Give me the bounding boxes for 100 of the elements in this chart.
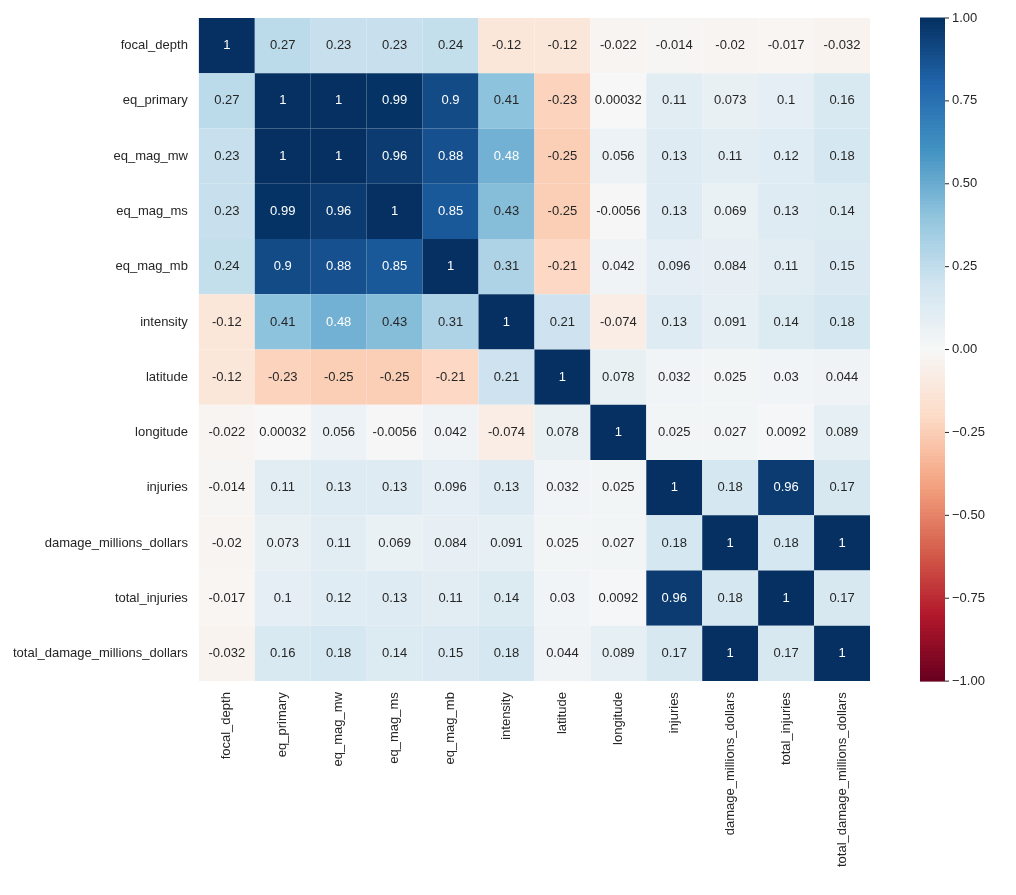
data-label: 1 [502, 313, 511, 329]
data-label: -0.02 [715, 37, 745, 53]
y-tick-label: eq_mag_mb [115, 258, 188, 274]
data-label: 0.14 [829, 202, 855, 218]
data-label: 0.23 [214, 147, 240, 163]
data-label: 0.96 [661, 589, 687, 605]
data-label: 0.17 [829, 589, 855, 605]
data-label: -0.017 [767, 37, 805, 53]
data-label: 0.17 [773, 645, 799, 661]
data-label: 0.12 [773, 147, 799, 163]
data-label: 0.00032 [594, 92, 642, 108]
data-label: 0.88 [326, 258, 352, 274]
data-label: 0.096 [657, 258, 691, 274]
data-label: -0.0056 [372, 424, 417, 440]
data-label: 0.025 [657, 424, 691, 440]
data-label: 0.13 [773, 202, 799, 218]
x-tick-label: eq_mag_mb [442, 692, 458, 765]
y-tick-label: latitude [145, 368, 188, 384]
data-label: 1 [279, 92, 287, 108]
data-label: 0.084 [434, 534, 467, 550]
data-label: 0.044 [825, 368, 859, 384]
x-tick-label: latitude [553, 692, 569, 735]
data-label: 0.85 [437, 202, 464, 218]
color-bar-label: 0.50 [952, 175, 978, 191]
color-bar-label: −0.25 [952, 424, 985, 440]
data-label: 0.11 [662, 92, 687, 108]
data-label: 0.096 [434, 479, 467, 495]
x-tick-label: intensity [498, 691, 514, 740]
data-label: 0.16 [829, 92, 855, 108]
data-label: 1 [223, 37, 231, 53]
data-label: 1 [838, 534, 846, 550]
color-bar-label: −0.75 [952, 589, 985, 605]
data-label: 0.13 [381, 479, 408, 495]
data-label: 0.18 [661, 534, 687, 550]
data-label: 0.96 [326, 202, 352, 218]
data-label: -0.21 [547, 258, 578, 274]
data-label: -0.25 [379, 368, 410, 384]
data-label: 0.1 [777, 92, 796, 108]
data-label: 0.056 [322, 424, 355, 440]
data-label: 0.15 [829, 258, 855, 274]
data-label: 0.23 [214, 202, 240, 218]
data-label: 0.18 [717, 479, 743, 495]
y-tick-label: injuries [146, 479, 189, 495]
data-label: 0.027 [602, 534, 635, 550]
data-label: 0.18 [829, 313, 855, 329]
data-label: 0.044 [546, 645, 579, 661]
data-label: 0.15 [437, 645, 464, 661]
data-label: 0.089 [825, 424, 859, 440]
data-label: -0.0056 [596, 202, 641, 218]
data-label: 0.032 [657, 368, 691, 384]
data-label: 0.069 [713, 202, 747, 218]
color-bar-label: 0.25 [952, 258, 978, 274]
x-tick-label: eq_mag_mw [330, 691, 346, 767]
data-label: 1 [838, 645, 846, 661]
color-bar-label: 0.00 [952, 341, 978, 357]
data-label: 0.073 [266, 534, 300, 550]
data-label: -0.032 [208, 645, 246, 661]
y-tick-label: damage_millions_dollars [44, 534, 189, 550]
data-label: -0.014 [208, 479, 246, 495]
data-label: -0.12 [212, 368, 242, 384]
data-label: -0.014 [655, 37, 693, 53]
data-label: 1 [558, 368, 567, 384]
data-label: 0.13 [661, 202, 687, 218]
y-tick-label: total_injuries [114, 589, 189, 605]
x-tick-label: total_injuries [777, 691, 793, 766]
x-tick-label: total_damage_millions_dollars [833, 691, 849, 868]
x-tick-label: injuries [665, 691, 681, 734]
data-label: 0.43 [493, 202, 520, 218]
data-label: 0.85 [381, 258, 408, 274]
data-label: 0.03 [773, 368, 799, 384]
data-label: 1 [782, 589, 790, 605]
data-label: 0.00032 [259, 424, 307, 440]
data-label: 0.18 [829, 147, 855, 163]
color-bar-label: −0.50 [952, 506, 985, 522]
data-label: 0.089 [602, 645, 635, 661]
data-label: 0.48 [493, 147, 520, 163]
data-label: 0.084 [713, 258, 747, 274]
data-label: 0.17 [661, 645, 687, 661]
data-label: 0.41 [270, 313, 296, 329]
data-label: 0.11 [438, 589, 463, 605]
data-label: -0.23 [547, 92, 578, 108]
data-label: -0.074 [599, 313, 637, 329]
data-label: 0.23 [381, 37, 408, 53]
data-label: 0.11 [773, 258, 799, 274]
data-label: 1 [726, 645, 734, 661]
data-label: 0.48 [326, 313, 352, 329]
data-label: 0.091 [490, 534, 523, 550]
data-label: -0.022 [599, 37, 637, 53]
data-label: 0.078 [602, 368, 635, 384]
data-label: 0.96 [381, 147, 408, 163]
x-tick-label: focal_depth [218, 692, 234, 760]
data-label: 0.025 [602, 479, 635, 495]
data-label: -0.12 [547, 37, 578, 53]
data-label: 1 [614, 424, 622, 440]
y-tick-label: intensity [140, 313, 189, 329]
data-label: 0.23 [326, 37, 352, 53]
data-label: 0.078 [546, 424, 579, 440]
data-label: 0.31 [437, 313, 464, 329]
x-tick-label: eq_primary [274, 691, 290, 758]
data-label: 0.99 [381, 92, 408, 108]
